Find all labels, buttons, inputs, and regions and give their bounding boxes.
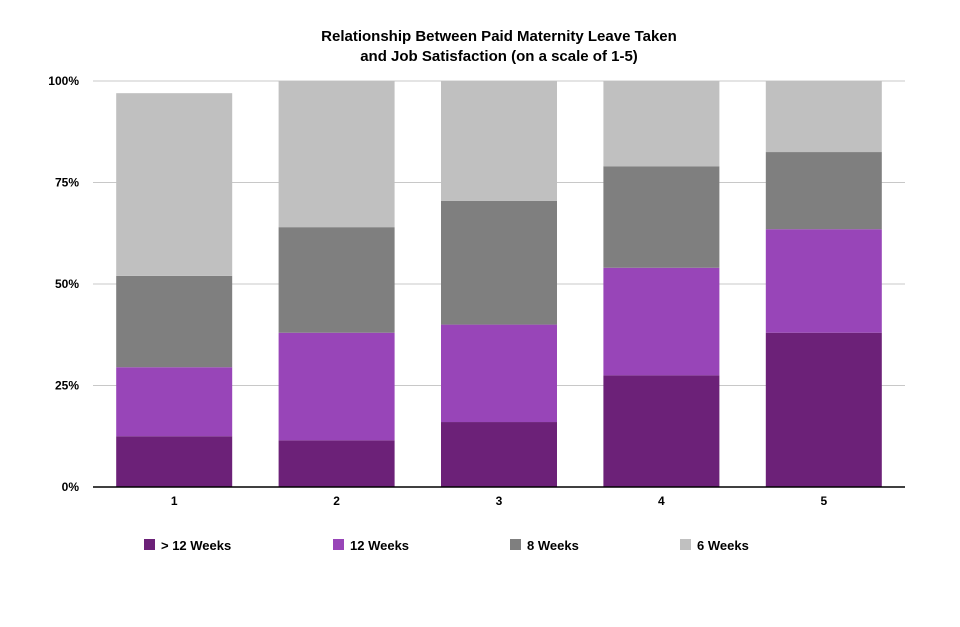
- legend-item-2: 8 Weeks: [510, 538, 579, 553]
- y-tick-label-4: 100%: [48, 74, 79, 88]
- bar-4-series-3: [603, 81, 720, 167]
- bar-3-series-0: [441, 422, 557, 487]
- bar-2-series-3: [278, 81, 395, 228]
- bar-3-series-1: [441, 324, 557, 423]
- x-axis-tick-labels: 1 2 3 4 5: [171, 494, 828, 508]
- x-tick-label-5: 5: [820, 494, 827, 508]
- bar-3-series-2: [441, 200, 557, 325]
- y-tick-label-1: 25%: [55, 379, 79, 393]
- legend-label-0: > 12 Weeks: [161, 538, 231, 553]
- x-tick-label-2: 2: [333, 494, 340, 508]
- bar-4-series-1: [603, 267, 720, 376]
- legend-label-3: 6 Weeks: [697, 538, 749, 553]
- bar-4-series-2: [603, 166, 720, 268]
- legend-label-2: 8 Weeks: [527, 538, 579, 553]
- bar-2-series-1: [278, 332, 395, 441]
- legend-item-3: 6 Weeks: [680, 538, 749, 553]
- bar-3-series-3: [441, 81, 557, 201]
- legend-swatch-0: [144, 539, 155, 550]
- y-tick-label-0: 0%: [62, 480, 80, 494]
- bar-5-series-2: [765, 152, 882, 230]
- legend-item-1: 12 Weeks: [333, 538, 409, 553]
- bar-2-series-0: [278, 440, 395, 487]
- y-tick-label-2: 50%: [55, 277, 79, 291]
- x-tick-label-3: 3: [496, 494, 503, 508]
- legend-swatch-2: [510, 539, 521, 550]
- bar-stack-4: [603, 81, 720, 487]
- chart-title-line-2: and Job Satisfaction (on a scale of 1-5): [360, 48, 638, 65]
- y-axis-tick-labels: 0% 25% 50% 75% 100%: [48, 74, 79, 494]
- bar-2-series-2: [278, 227, 395, 333]
- legend-label-1: 12 Weeks: [350, 538, 409, 553]
- bar-1-series-3: [116, 93, 233, 276]
- chart-title-line-1: Relationship Between Paid Maternity Leav…: [321, 28, 677, 45]
- bar-1-series-0: [116, 436, 233, 487]
- x-tick-label-1: 1: [171, 494, 178, 508]
- legend-item-0: > 12 Weeks: [144, 538, 231, 553]
- bar-1-series-2: [116, 275, 233, 368]
- bar-stack-5: [765, 81, 882, 487]
- legend: > 12 Weeks 12 Weeks 8 Weeks 6 Weeks: [144, 538, 749, 553]
- bar-stack-3: [441, 81, 557, 487]
- x-tick-label-4: 4: [658, 494, 665, 508]
- bars: [116, 81, 882, 487]
- legend-swatch-1: [333, 539, 344, 550]
- bar-5-series-0: [765, 332, 882, 487]
- legend-swatch-3: [680, 539, 691, 550]
- y-tick-label-3: 75%: [55, 176, 79, 190]
- bar-stack-2: [278, 81, 395, 487]
- bar-5-series-1: [765, 229, 882, 333]
- chart-title: Relationship Between Paid Maternity Leav…: [321, 28, 677, 65]
- bar-stack-1: [116, 93, 233, 487]
- bar-5-series-3: [765, 81, 882, 153]
- bar-4-series-0: [603, 375, 720, 487]
- bar-1-series-1: [116, 367, 233, 437]
